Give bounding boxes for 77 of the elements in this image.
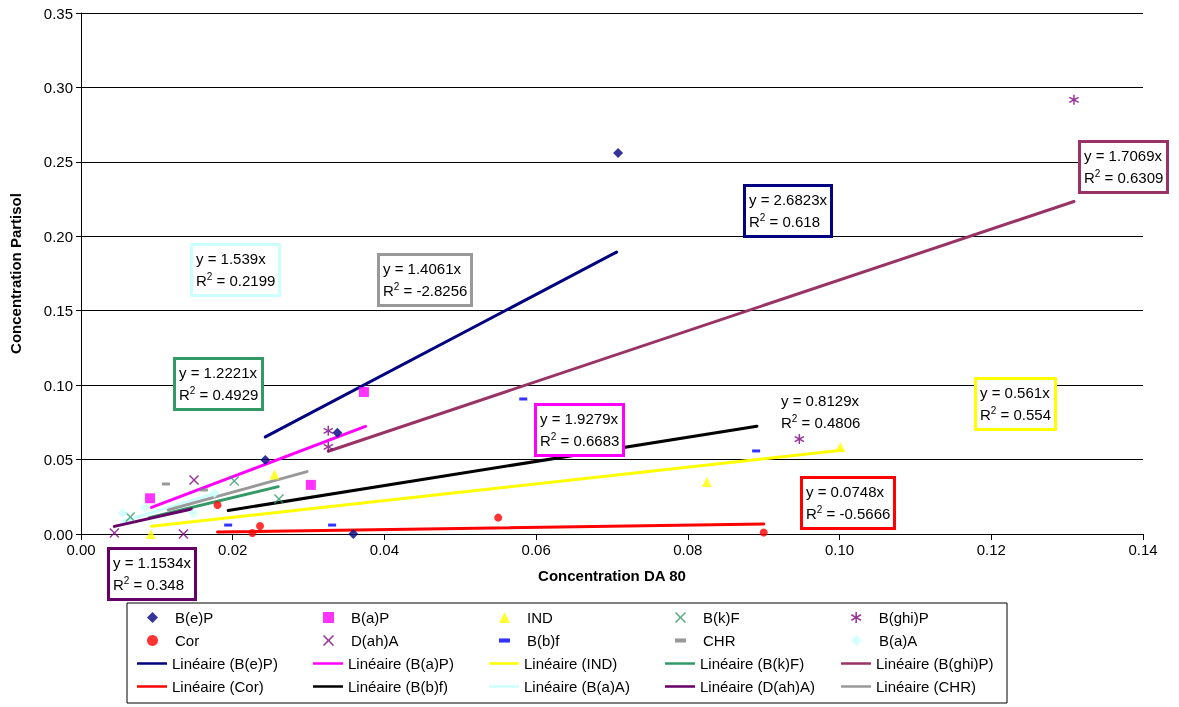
point xyxy=(145,493,156,504)
x-tick-label: 0.10 xyxy=(824,541,855,558)
point xyxy=(305,479,316,490)
y-tick-label: 0.30 xyxy=(43,78,73,96)
point xyxy=(209,487,220,498)
legend-label: Linéaire (B(a)P) xyxy=(348,655,454,672)
annotation: y = 1.7069x R$^{2}$ = 0.6309 xyxy=(1078,140,1170,194)
legend-label: Linéaire (CHR) xyxy=(876,678,977,695)
legend-label: Linéaire (D(ah)A) xyxy=(700,678,816,695)
legend-label: Linéaire (B(b)f) xyxy=(348,678,449,695)
point xyxy=(125,512,136,523)
annotation: y = 1.9279x R$^{2}$ = 0.6683 xyxy=(534,403,626,457)
point xyxy=(701,476,712,487)
x-axis-title: Concentration DA 80 xyxy=(538,567,686,584)
point xyxy=(260,455,271,466)
legend-label: Linéaire (IND) xyxy=(524,655,618,672)
point xyxy=(759,528,768,537)
point xyxy=(109,527,120,538)
point xyxy=(323,441,334,452)
point xyxy=(613,147,624,158)
annotation: y = 1.4061x R$^{2}$ = -2.8256 xyxy=(377,253,474,307)
legend-label: Linéaire (B(ghi)P) xyxy=(876,655,994,672)
y-tick-label: 0.10 xyxy=(43,376,73,394)
legend-label: B(e)P xyxy=(175,609,214,626)
annotation: y = 1.2221x R$^{2}$ = 0.4929 xyxy=(173,357,265,411)
legend-label: B(a)P xyxy=(351,609,390,626)
y-tick-label: 0.15 xyxy=(43,302,73,320)
point xyxy=(139,502,150,513)
point xyxy=(213,500,222,509)
point xyxy=(332,427,343,438)
x-tick-label: 0.12 xyxy=(976,541,1006,558)
annotation: y = 1.539x R$^{2}$ = 0.2199 xyxy=(190,243,282,297)
y-tick-label: 0.05 xyxy=(43,451,73,469)
annotation: y = 0.561x R$^{2}$ = 0.554 xyxy=(974,377,1058,431)
point xyxy=(248,528,257,537)
annotation: y = 0.0748x R$^{2}$ = -0.5666 xyxy=(800,476,897,530)
point xyxy=(189,474,200,485)
point xyxy=(178,529,189,539)
x-tick-label: 0.02 xyxy=(218,541,248,558)
text: y = 1.1534x R$^{2}$ = 0.348 xyxy=(107,547,197,601)
legend-label: Linéaire (B(k)F) xyxy=(700,655,805,672)
legend-label: Linéaire (B(a)A) xyxy=(524,678,630,695)
legend-label: B(ghi)P xyxy=(878,609,929,626)
y-tick-label: 0.20 xyxy=(43,227,73,245)
point xyxy=(256,521,265,530)
legend-label: D(ah)A xyxy=(351,632,399,649)
legend-label: B(b)f xyxy=(527,632,561,649)
legend-label: B(k)F xyxy=(703,609,740,626)
legend-label: Cor xyxy=(175,632,200,649)
point xyxy=(348,529,359,539)
legend-label: Linéaire (Cor) xyxy=(172,678,264,695)
y-tick-label: 0.00 xyxy=(43,525,73,543)
point xyxy=(794,434,805,445)
x-tick-label: 0.04 xyxy=(369,541,400,558)
point xyxy=(188,508,199,519)
legend-label: CHR xyxy=(703,632,736,649)
point xyxy=(835,441,846,452)
x-tick-label: 0.14 xyxy=(1128,541,1158,558)
y-tick-label: 0.35 xyxy=(43,4,73,22)
x-tick-label: 0.00 xyxy=(66,541,96,558)
y-tick-label: 0.25 xyxy=(43,153,73,171)
x-tick-label: 0.06 xyxy=(521,541,551,558)
legend-label: Linéaire (B(e)P) xyxy=(172,655,278,672)
point xyxy=(1068,94,1079,105)
point xyxy=(358,386,369,397)
point xyxy=(145,529,156,539)
point xyxy=(494,513,503,522)
annotation: y = 0.8129x R$^{2}$ = 0.4806 xyxy=(780,391,862,433)
point xyxy=(229,476,240,487)
annotation: y = 2.6823x R$^{2}$ = 0.618 xyxy=(743,184,833,238)
legend-label: B(a)A xyxy=(879,632,918,649)
point xyxy=(117,508,128,519)
y-axis-title: Concentration Partisol xyxy=(7,193,24,354)
point xyxy=(273,494,284,505)
x-tick-label: 0.08 xyxy=(673,541,703,558)
point xyxy=(269,469,280,480)
legend-label: IND xyxy=(527,609,553,626)
